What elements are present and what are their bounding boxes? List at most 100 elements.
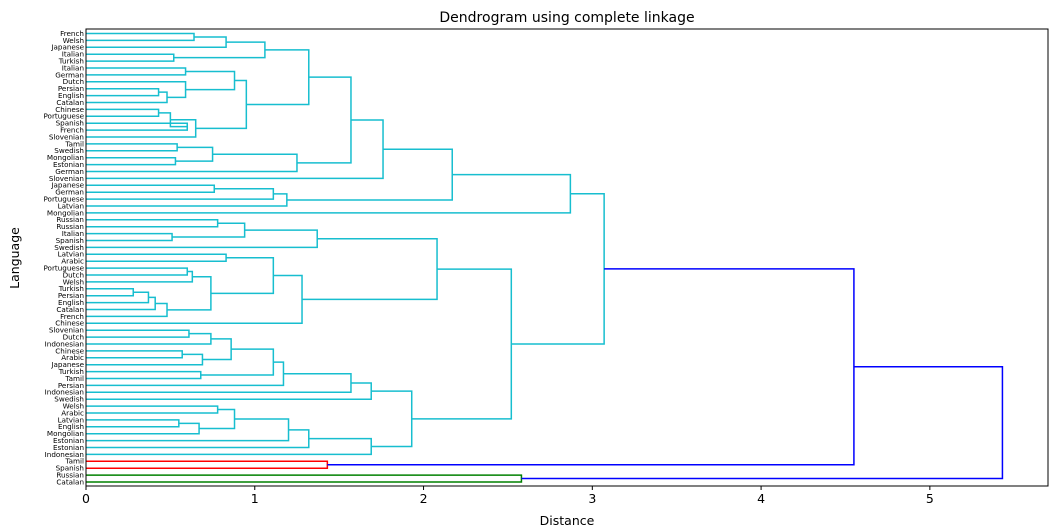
leaf-label: Japanese (50, 181, 84, 190)
leaf-label: Tamil (64, 374, 84, 383)
dendrogram-link (327, 268, 855, 466)
dendrogram-link (86, 350, 183, 359)
leaf-label: German (55, 188, 84, 197)
dendrogram-link (167, 275, 212, 311)
leaf-label: Italian (62, 50, 84, 59)
leaf-labels: FrenchWelshJapaneseItalianTurkishItalian… (43, 29, 84, 486)
dendrogram-link (86, 53, 175, 62)
x-axis-ticks: 0 1 2 3 4 5 (82, 486, 934, 506)
dendrogram-link (86, 474, 523, 483)
dendrogram-link (86, 219, 219, 228)
dendrogram-link (511, 192, 605, 345)
dendrogram-link (86, 460, 329, 469)
dendrogram-link (86, 67, 187, 76)
leaf-label: Spanish (56, 464, 84, 473)
dendrogram-link (86, 418, 290, 442)
dendrogram-link (86, 119, 197, 138)
dendrogram-link (86, 188, 275, 200)
dendrogram-link (86, 361, 285, 387)
dendrogram-link (286, 148, 453, 201)
x-tick-label: 0 (82, 491, 90, 506)
y-axis-label: Language (7, 227, 22, 289)
leaf-label: Mongolian (47, 429, 84, 438)
leaf-label: Arabic (61, 257, 84, 266)
leaf-label: French (60, 126, 84, 135)
dendrogram-link (86, 36, 227, 49)
leaf-label: Chinese (55, 105, 84, 114)
leaf-label: English (58, 422, 84, 431)
leaf-label: Swedish (54, 243, 84, 252)
dendrogram-link (86, 270, 194, 283)
leaf-label: German (55, 167, 84, 176)
leaf-label: Portuguese (43, 112, 84, 121)
leaf-label: Estonian (53, 443, 84, 452)
dendrogram-link (86, 153, 298, 173)
dendrogram-link (86, 291, 150, 304)
dendrogram-link (86, 156, 177, 166)
leaf-label: Dutch (63, 333, 84, 342)
leaf-label: Indonesian (45, 339, 84, 348)
leaf-label: Persian (58, 84, 84, 93)
dendrogram-link (202, 338, 232, 361)
x-axis-label: Distance (540, 513, 595, 528)
dendrogram-link (521, 366, 1004, 480)
leaf-label: Dutch (63, 270, 84, 279)
leaf-label: Welsh (63, 402, 84, 411)
leaf-label: Spanish (56, 119, 84, 128)
leaf-label: English (58, 298, 84, 307)
dendrogram-link (175, 146, 214, 162)
leaf-label: Catalan (56, 98, 84, 107)
dendrogram-link (86, 81, 187, 99)
leaf-label: Latvian (58, 415, 84, 424)
leaf-label: Swedish (54, 395, 84, 404)
dendrogram-link (86, 32, 195, 42)
leaf-label: Slovenian (49, 132, 84, 141)
leaf-label: Portuguese (43, 195, 84, 204)
dendrogram-link (371, 390, 413, 448)
leaf-label: English (58, 91, 84, 100)
leaf-label: French (60, 312, 84, 321)
dendrogram-link (86, 370, 202, 380)
leaf-label: Catalan (56, 305, 84, 314)
dendrogram-link (86, 87, 160, 97)
leaf-label: Indonesian (45, 388, 84, 397)
leaf-label: Spanish (56, 236, 84, 245)
dendrogram-link (86, 193, 288, 207)
leaf-label: Estonian (53, 436, 84, 445)
leaf-label: Chinese (55, 346, 84, 355)
leaf-label: Mongolian (47, 208, 84, 217)
dendrogram-link (86, 373, 352, 394)
chart-title: Dendrogram using complete linkage (439, 10, 694, 26)
leaf-label: Persian (58, 381, 84, 390)
dendrogram-link (86, 353, 204, 366)
leaf-label: Tamil (64, 139, 84, 148)
leaf-label: Turkish (58, 284, 84, 293)
dendrogram-link (411, 268, 513, 420)
dendrogram-link (86, 329, 190, 338)
leaf-label: Japanese (50, 360, 84, 369)
dendrogram-link (296, 76, 352, 164)
leaf-label: Turkish (58, 57, 84, 66)
leaf-label: Tamil (64, 457, 84, 466)
dendrogram-link (86, 267, 189, 276)
dendrogram-link (86, 229, 318, 249)
dendrogram-link (86, 232, 173, 242)
leaf-label: Latvian (58, 250, 84, 259)
leaf-label: Chinese (55, 319, 84, 328)
leaf-label: Italian (62, 63, 84, 72)
dendrogram-link (210, 257, 275, 295)
dendrogram-link (200, 348, 275, 376)
leaf-label: Turkish (58, 367, 84, 376)
dendrogram-link (172, 222, 246, 238)
dendrogram-link (86, 274, 303, 325)
leaf-label: Mongolian (47, 153, 84, 162)
leaf-label: Russian (56, 215, 84, 224)
dendrogram-link (195, 79, 248, 130)
leaf-label: Slovenian (49, 174, 84, 183)
dendrogram-link (86, 253, 227, 262)
leaf-label: Japanese (50, 43, 84, 52)
leaf-label: Estonian (53, 160, 84, 169)
dendrogram-link (86, 332, 212, 345)
dendrogram-link (86, 405, 219, 414)
